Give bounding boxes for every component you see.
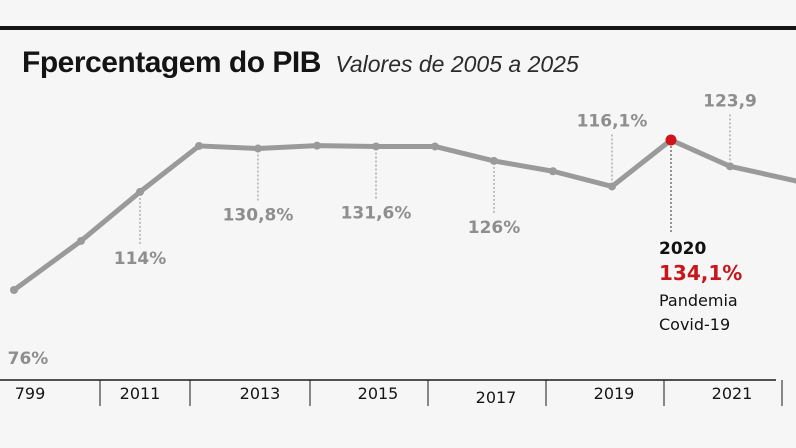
data-point xyxy=(10,286,18,294)
data-label: 126% xyxy=(468,218,521,238)
data-point xyxy=(549,167,557,176)
top-rule xyxy=(0,26,796,30)
x-tick-label: 2015 xyxy=(358,384,399,403)
x-tick-label: 2013 xyxy=(240,384,281,403)
data-point xyxy=(726,162,734,171)
chart-title: Fpercentagem do PIB xyxy=(22,46,321,79)
chart-subtitle: Valores de 2005 a 2025 xyxy=(335,51,579,77)
x-tick-label: 2017 xyxy=(476,388,517,407)
data-point xyxy=(490,156,498,165)
data-point xyxy=(77,236,85,245)
annotation-year: 2020 xyxy=(659,239,706,259)
x-tick-label: 2011 xyxy=(120,384,161,403)
data-label: 123,9 xyxy=(703,91,757,111)
data-label: 116,1% xyxy=(577,111,648,131)
data-point xyxy=(372,142,380,151)
data-point xyxy=(254,144,262,153)
x-tick-label: 799 xyxy=(15,384,46,403)
data-point xyxy=(136,187,144,196)
title-row: Fpercentagem do PIB Valores de 2005 a 20… xyxy=(22,46,579,80)
x-tick-label: 2021 xyxy=(712,384,753,403)
series-line xyxy=(11,137,796,293)
annotation-value: 134,1% xyxy=(659,261,742,285)
data-point xyxy=(195,141,203,150)
x-tick-label: 2019 xyxy=(594,384,635,403)
data-label: 131,6% xyxy=(341,203,412,223)
data-point xyxy=(431,142,439,151)
highlight-point xyxy=(665,134,677,146)
annotation-text: Pandemia xyxy=(659,291,738,310)
data-point xyxy=(313,141,321,150)
data-label: 76% xyxy=(8,349,49,369)
data-label: 130,8% xyxy=(223,206,294,226)
data-point xyxy=(608,182,616,191)
annotation-text: Covid-19 xyxy=(659,315,730,334)
data-label: 114% xyxy=(114,249,167,269)
